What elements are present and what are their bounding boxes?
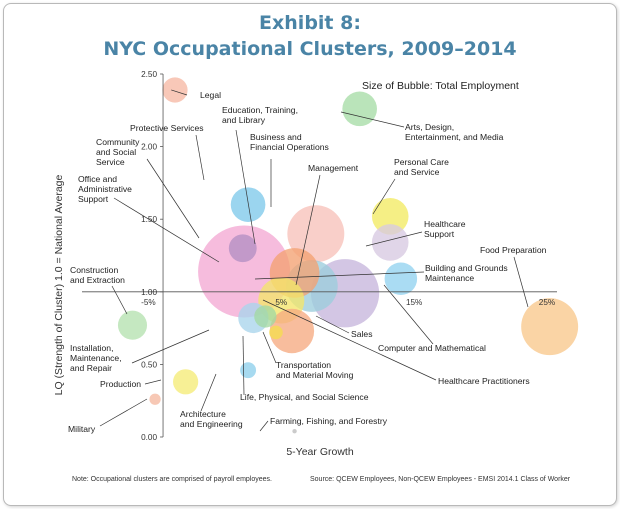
bubble-architecture-and-engineering <box>240 362 257 379</box>
leader-line-production <box>144 379 162 385</box>
bubble-label-management: Management <box>308 163 359 173</box>
bubble-label-building-and-grounds-maintenance: Building and Grounds Maintenance <box>425 263 508 283</box>
y-tick-label: 2.00 <box>141 143 157 152</box>
bubble-label-protective-services: Protective Services <box>130 123 204 133</box>
bubble-label-life-physical-and-social-science: Life, Physical, and Social Science <box>240 392 369 402</box>
x-tick-label: 5% <box>275 298 287 307</box>
bubble-personal-care-and-service <box>371 197 409 235</box>
bubble-arts-design-entertainment-and-media <box>342 91 377 127</box>
bubble-label-healthcare-practitioners: Healthcare Practitioners <box>438 376 530 386</box>
chart-title-line1: Exhibit 8: <box>259 12 361 34</box>
leader-line-education-training-and-library <box>235 129 256 245</box>
leader-line-installation-maintenance-and-repair <box>131 329 210 364</box>
bubble-label-construction-and-extraction: Construction and Extraction <box>70 265 125 285</box>
leader-line-arts-design-entertainment-and-media <box>340 111 405 128</box>
bubble-legal <box>162 77 188 103</box>
bubble-label-production: Production <box>100 379 141 389</box>
leader-line-military <box>99 398 148 427</box>
bubble-protective-services <box>230 187 266 222</box>
bubble-label-community-and-social-service: Community and Social Service <box>96 137 140 167</box>
bubbles-group <box>117 77 579 434</box>
x-tick-label: 15% <box>406 298 422 307</box>
leader-line-building-and-grounds-maintenance <box>254 271 425 280</box>
bubble-label-personal-care-and-service: Personal Care and Service <box>394 157 449 177</box>
bubble-label-arts-design-entertainment-and-media: Arts, Design, Entertainment, and Media <box>405 122 504 142</box>
bubble-label-transportation-and-material-moving: Transportation and Material Moving <box>276 360 354 380</box>
x-tick-label: -5% <box>141 298 156 307</box>
footnote-left: Note: Occupational clusters are comprise… <box>72 476 272 483</box>
x-axis-title: 5-Year Growth <box>286 446 353 458</box>
leader-line-life-physical-and-social-science <box>242 335 245 396</box>
y-tick-label: 0.00 <box>141 433 157 442</box>
leader-line-protective-services <box>195 134 205 181</box>
bubble-military <box>149 393 161 405</box>
bubble-label-business-and-financial-operations: Business and Financial Operations <box>250 132 329 152</box>
leader-line-construction-and-extraction <box>111 285 128 315</box>
bubble-production <box>173 369 199 395</box>
bubble-label-healthcare-support: Healthcare Support <box>424 219 466 239</box>
bubble-construction-and-extraction <box>117 310 148 340</box>
leader-line-healthcare-practitioners <box>262 299 437 381</box>
bubble-label-office-and-administrative-support: Office and Administrative Support <box>78 174 132 204</box>
bubble-life-physical-and-social-science <box>269 325 283 340</box>
size-legend: Size of Bubble: Total Employment <box>362 80 519 92</box>
bubble-label-sales: Sales <box>351 329 373 339</box>
bubble-label-education-training-and-library: Education, Training, and Library <box>222 105 298 125</box>
y-axis-title: LQ (Strength of Cluster) 1.0 = National … <box>53 174 65 395</box>
y-tick-label: 1.00 <box>141 288 157 297</box>
bubble-label-computer-and-mathematical: Computer and Mathematical <box>378 343 486 353</box>
axes-group: 0.000.501.001.502.002.50-5%5%15%25% <box>82 70 557 442</box>
bubble-installation-maintenance-and-repair <box>254 305 277 328</box>
leader-line-computer-and-mathematical <box>383 284 434 345</box>
bubble-label-architecture-and-engineering: Architecture and Engineering <box>180 409 243 429</box>
leader-line-personal-care-and-service <box>372 178 396 215</box>
bubble-label-legal: Legal <box>200 90 221 100</box>
bubble-healthcare-support <box>371 224 409 261</box>
leader-line-architecture-and-engineering <box>200 373 217 412</box>
bubble-transportation-and-material-moving <box>269 308 315 354</box>
leader-line-transportation-and-material-moving <box>262 331 277 364</box>
y-tick-label: 2.50 <box>141 70 157 79</box>
x-tick-label: 25% <box>539 298 555 307</box>
chart-title-line2: NYC Occupational Clusters, 2009–2014 <box>103 38 517 60</box>
bubble-label-installation-maintenance-and-repair: Installation, Maintenance, and Repair <box>70 343 122 373</box>
bubble-label-food-preparation: Food Preparation <box>480 245 547 255</box>
bubble-food-preparation <box>521 298 579 356</box>
footnote-right: Source: QCEW Employees, Non-QCEW Employe… <box>310 476 571 483</box>
leader-line-community-and-social-service <box>146 158 200 239</box>
leader-line-office-and-administrative-support <box>113 197 220 263</box>
leader-line-management <box>295 174 321 286</box>
bubble-farming-fishing-and-forestry <box>292 428 297 434</box>
leader-line-food-preparation <box>513 256 529 308</box>
bubble-business-and-financial-operations <box>287 205 345 263</box>
leader-line-sales <box>315 315 350 334</box>
bubble-label-military: Military <box>68 424 96 434</box>
leader-line-healthcare-support <box>365 231 423 247</box>
bubble-labels: Office and Administrative Support Sales Busi… <box>68 90 547 434</box>
leader-line-legal <box>171 89 188 96</box>
leader-lines <box>99 89 529 432</box>
y-tick-label: 0.50 <box>141 360 157 369</box>
bubble-community-and-social-service <box>228 234 257 263</box>
bubble-label-farming-fishing-and-forestry: Farming, Fishing, and Forestry <box>270 416 388 426</box>
bubble-building-and-grounds-maintenance <box>384 262 418 295</box>
leader-line-farming-fishing-and-forestry <box>259 420 269 432</box>
